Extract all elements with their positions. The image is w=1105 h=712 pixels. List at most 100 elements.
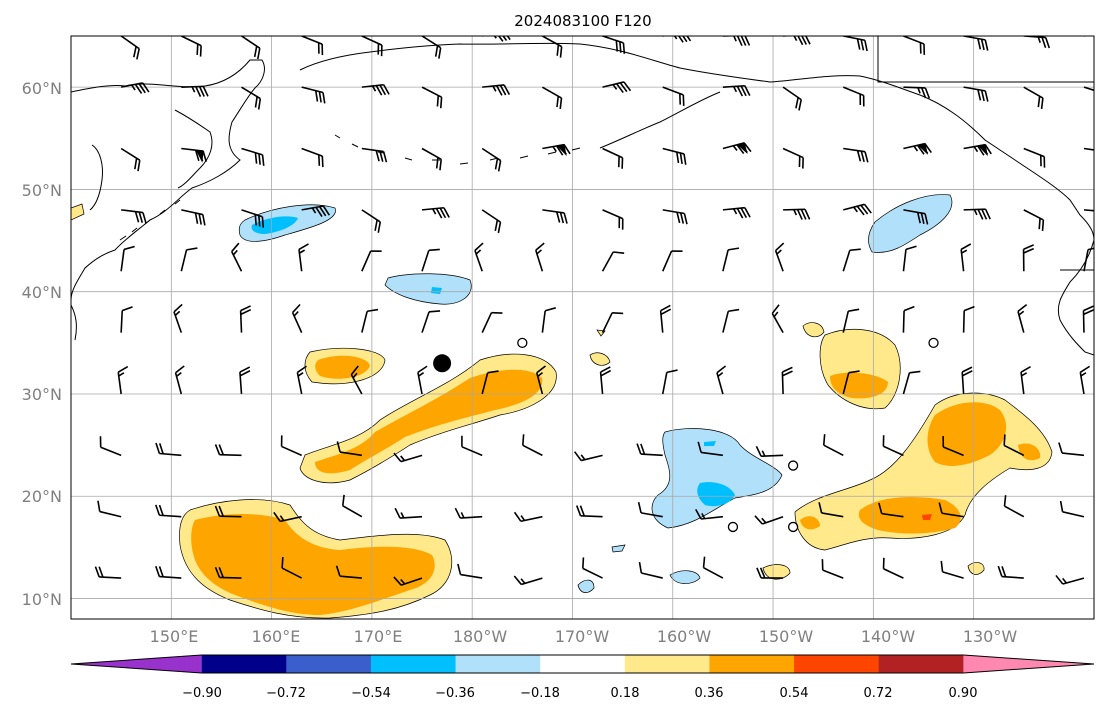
wind-barb bbox=[1023, 147, 1046, 168]
wind-barb bbox=[241, 209, 265, 228]
wind-barb bbox=[474, 242, 484, 272]
wind-barb bbox=[582, 557, 603, 579]
wind-barb bbox=[940, 560, 964, 579]
wind-barb bbox=[301, 205, 331, 217]
wind-barb bbox=[1020, 365, 1031, 395]
kamchatka-coastline bbox=[174, 109, 213, 189]
wind-barb bbox=[542, 209, 568, 224]
wind-barb bbox=[181, 85, 209, 97]
wind-barb bbox=[601, 312, 624, 333]
wind-barb bbox=[341, 494, 363, 518]
wind-barb bbox=[755, 445, 784, 458]
canada-us-border bbox=[877, 36, 1094, 271]
negative-anomaly-core bbox=[704, 441, 716, 446]
wind-barb bbox=[421, 310, 441, 333]
wind-barb bbox=[903, 209, 929, 225]
wind-barb bbox=[638, 562, 663, 579]
colorbar-swatch bbox=[963, 655, 1094, 673]
lat-label: 10°N bbox=[22, 590, 62, 609]
wind-barb bbox=[781, 366, 793, 395]
positive-anomaly-core bbox=[858, 497, 961, 534]
wind-barb bbox=[481, 209, 502, 234]
colorbar-tick-label: 0.36 bbox=[695, 686, 724, 701]
wind-barb bbox=[697, 441, 724, 457]
alaska-peninsula bbox=[599, 91, 721, 149]
wind-barb bbox=[417, 365, 428, 395]
positive-anomaly-region bbox=[967, 562, 985, 575]
wind-barb bbox=[361, 36, 383, 57]
positive-anomaly-core bbox=[1018, 443, 1041, 461]
wind-barb bbox=[695, 508, 723, 520]
lat-label: 20°N bbox=[22, 487, 62, 506]
colorbar-swatch bbox=[540, 655, 626, 673]
wind-barb bbox=[602, 81, 632, 94]
wind-barb bbox=[1083, 147, 1094, 151]
positive-anomaly-core bbox=[191, 514, 435, 615]
wind-barb bbox=[239, 366, 251, 395]
wind-barb bbox=[421, 147, 442, 171]
wind-barb bbox=[542, 143, 571, 156]
calm-wind-marker bbox=[727, 521, 739, 533]
wind-barb bbox=[662, 147, 687, 165]
wind-barb bbox=[842, 370, 860, 395]
colorbar-swatch bbox=[624, 655, 710, 673]
wind-barb bbox=[241, 147, 265, 166]
wind-barb bbox=[180, 36, 202, 57]
wind-barb bbox=[120, 82, 150, 94]
wind-barb bbox=[1083, 247, 1094, 272]
wind-barb bbox=[842, 86, 865, 107]
wind-barb bbox=[661, 369, 678, 395]
wind-barb bbox=[722, 308, 740, 333]
lon-label: 150°E bbox=[150, 627, 199, 646]
wind-barb bbox=[536, 365, 546, 395]
wind-barb bbox=[239, 305, 252, 333]
wind-barb bbox=[902, 370, 921, 395]
wind-barb bbox=[181, 209, 206, 226]
wind-barb bbox=[421, 206, 450, 219]
negative-anomaly-region bbox=[651, 428, 783, 529]
wind-barb bbox=[702, 556, 724, 579]
wind-barb bbox=[482, 84, 511, 96]
wind-barb bbox=[481, 311, 503, 333]
wind-barb bbox=[117, 365, 129, 395]
colorbar-swatch bbox=[794, 655, 880, 673]
wind-barb bbox=[481, 370, 499, 395]
wind-barb bbox=[722, 36, 751, 46]
wind-barb bbox=[335, 565, 362, 579]
lat-label: 50°N bbox=[22, 181, 62, 200]
wind-barb bbox=[659, 304, 672, 333]
wind-barb bbox=[843, 147, 869, 163]
wind-barb bbox=[774, 242, 785, 272]
wind-barb bbox=[573, 451, 603, 462]
wind-barb bbox=[155, 504, 182, 518]
colorbar-swatch bbox=[878, 655, 964, 673]
calm-wind-marker bbox=[928, 337, 939, 348]
wind-barb bbox=[997, 565, 1024, 579]
positive-anomaly-region bbox=[589, 352, 611, 366]
wind-barb bbox=[361, 308, 379, 333]
wind-barb bbox=[843, 36, 868, 52]
negative-anomaly-region bbox=[577, 579, 595, 593]
wind-barb bbox=[1017, 303, 1028, 333]
lon-label: 160°E bbox=[252, 627, 301, 646]
location-marker bbox=[433, 354, 452, 373]
wind-barb bbox=[716, 365, 727, 395]
wind-barb bbox=[963, 36, 989, 51]
wind-barb bbox=[541, 36, 563, 58]
wind-barb bbox=[181, 147, 207, 163]
wind-barb bbox=[938, 502, 964, 518]
colorbar-swatch bbox=[201, 655, 287, 673]
wind-barb bbox=[1055, 574, 1085, 585]
colorbar-swatch bbox=[709, 655, 795, 673]
wind-barb bbox=[155, 442, 182, 457]
north-america-coastline bbox=[1057, 239, 1094, 356]
wind-barb bbox=[1082, 305, 1094, 333]
wind-barb bbox=[882, 557, 904, 579]
wind-barb bbox=[180, 247, 198, 272]
colorbar-swatch bbox=[286, 655, 372, 673]
lon-label: 170°W bbox=[555, 627, 610, 646]
colorbar-tick-label: −0.90 bbox=[182, 686, 222, 701]
wind-barb bbox=[878, 502, 904, 518]
wind-barb bbox=[291, 303, 303, 333]
colorbar-tick-label: 0.72 bbox=[864, 686, 893, 701]
